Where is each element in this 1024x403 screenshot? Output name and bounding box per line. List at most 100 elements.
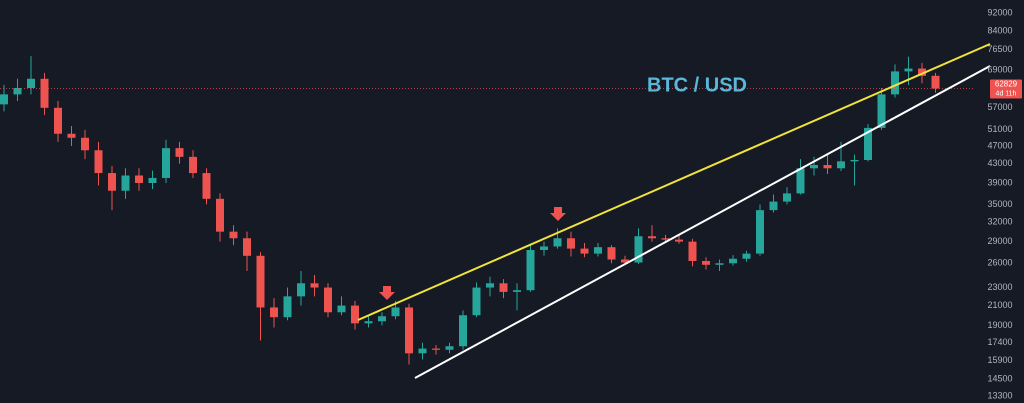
candle-body — [324, 287, 332, 313]
candle-body — [742, 253, 751, 259]
candle-body — [540, 246, 548, 251]
y-axis: 92000 84000 76500 69000 57000 51000 47000 43000… — [987, 7, 1022, 400]
candle-body — [837, 161, 845, 169]
candle-body — [40, 78, 49, 108]
candle-body — [283, 296, 292, 318]
candle-body — [891, 71, 899, 95]
upper-trendline — [357, 43, 991, 321]
candle-body — [310, 283, 319, 288]
candle-body — [67, 133, 76, 138]
candle-body — [135, 175, 143, 183]
y-tick-label: 13300 — [987, 390, 1012, 400]
last-price-box — [990, 79, 1022, 99]
candle-body — [661, 238, 670, 240]
y-tick-label: 35000 — [987, 199, 1012, 209]
countdown-label: 4d 11h — [996, 90, 1017, 97]
arrow-marker — [379, 286, 395, 300]
y-tick-label: 43000 — [987, 158, 1012, 168]
candle-body — [432, 348, 440, 350]
candle-body — [756, 210, 764, 254]
y-tick-label: 17400 — [987, 337, 1012, 347]
candle-body — [526, 250, 535, 291]
candle-body — [864, 127, 872, 160]
candle-body — [553, 238, 562, 247]
candle-body — [567, 238, 575, 249]
candle-body — [445, 346, 454, 350]
candle-body — [850, 159, 859, 162]
y-tick-label: 51000 — [987, 124, 1012, 134]
y-tick-label: 76500 — [987, 44, 1012, 54]
candle-body — [108, 173, 116, 191]
candle-body — [688, 241, 697, 261]
candle-body — [364, 321, 373, 324]
candle-body — [810, 165, 818, 169]
y-tick-label: 39000 — [987, 177, 1012, 187]
candle-body — [702, 260, 710, 265]
candle-body — [81, 137, 89, 151]
candle-body — [337, 305, 346, 313]
candle-body — [459, 315, 467, 347]
y-tick-label: 19000 — [987, 320, 1012, 330]
candle-body — [904, 68, 913, 72]
candle-body — [202, 173, 211, 199]
candle-body — [229, 231, 238, 239]
candle-body — [823, 165, 832, 169]
candle-body — [648, 236, 656, 239]
candle-body — [148, 177, 157, 183]
arrow-marker — [550, 207, 566, 221]
candle-body — [783, 193, 791, 202]
candle-body — [189, 156, 197, 174]
candle-body — [594, 247, 602, 254]
candle-body — [0, 94, 8, 105]
y-tick-label: 92000 — [987, 7, 1012, 17]
y-tick-label: 57000 — [987, 102, 1012, 112]
y-tick-label: 23000 — [987, 282, 1012, 292]
candles — [0, 56, 975, 365]
candle-body — [513, 290, 521, 292]
candle-body — [675, 239, 683, 242]
candle-body — [27, 78, 35, 88]
chart-title: BTC / USD — [647, 74, 747, 96]
y-tick-label: 84000 — [987, 25, 1012, 35]
candle-body — [351, 305, 359, 324]
candle-body — [877, 94, 886, 128]
candle-body — [418, 348, 427, 354]
candle-body — [175, 148, 184, 157]
y-tick-label: 29000 — [987, 236, 1012, 246]
candle-body — [621, 259, 629, 263]
candle-body — [378, 316, 386, 322]
candle-body — [243, 238, 251, 256]
y-tick-label: 15900 — [987, 355, 1012, 365]
candle-body — [607, 247, 616, 260]
candle-body — [94, 150, 103, 174]
candle-body — [162, 148, 170, 178]
lower-trendline — [414, 65, 991, 379]
y-tick-label: 21000 — [987, 300, 1012, 310]
candle-body — [918, 68, 926, 76]
candle-body — [472, 287, 481, 316]
candle-body — [715, 263, 724, 265]
candle-body — [54, 107, 62, 134]
y-tick-label: 69000 — [987, 64, 1012, 74]
candle-body — [486, 283, 494, 288]
candle-body — [13, 87, 22, 95]
candle-body — [634, 236, 643, 263]
y-tick-label: 32000 — [987, 217, 1012, 227]
candle-body — [580, 248, 589, 254]
candle-body — [499, 283, 508, 292]
candle-body — [931, 75, 940, 89]
candle-body — [729, 258, 737, 264]
candle-body — [391, 307, 400, 317]
candle-body — [121, 175, 130, 191]
candle-body — [405, 307, 413, 354]
candle-body — [796, 168, 805, 194]
candle-body — [270, 307, 278, 318]
y-tick-label: 14500 — [987, 373, 1012, 383]
y-tick-label: 47000 — [987, 140, 1012, 150]
candle-body — [769, 201, 778, 211]
last-price-label: 62829 — [995, 80, 1018, 89]
candle-body — [297, 283, 305, 297]
